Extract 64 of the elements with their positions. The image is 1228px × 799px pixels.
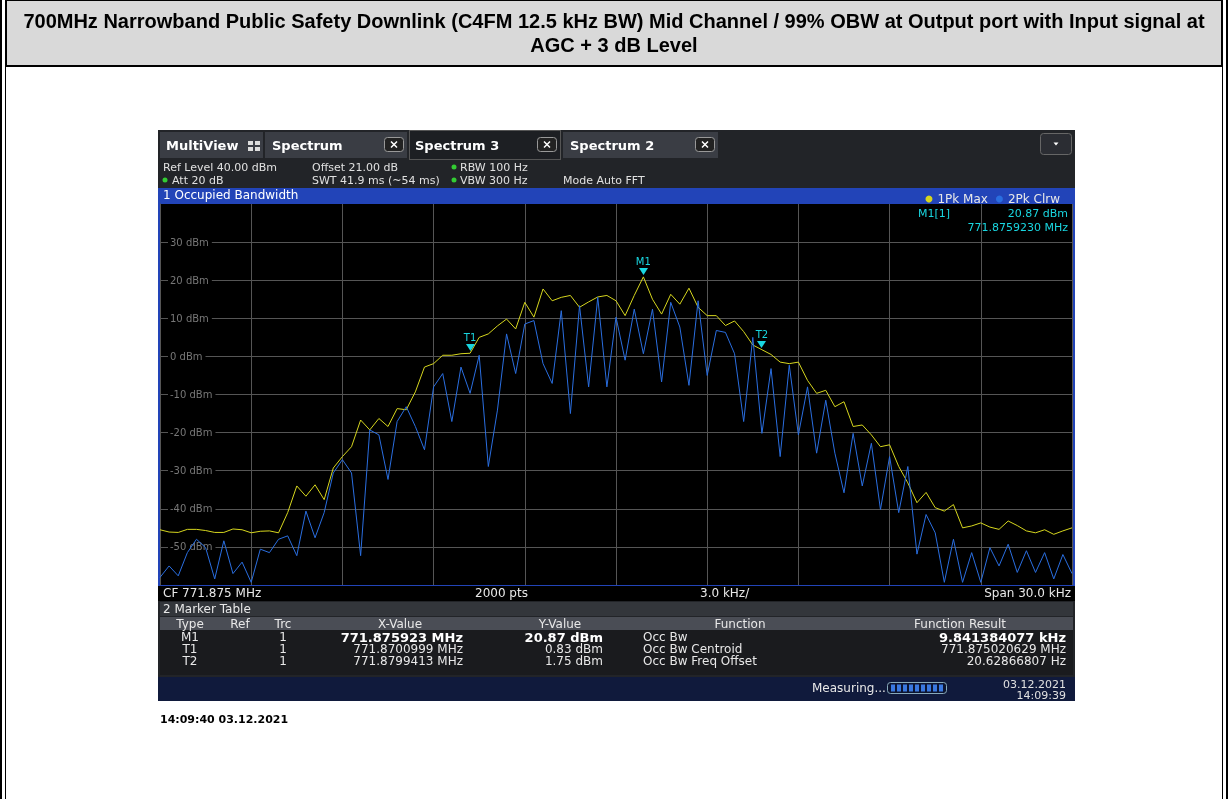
line-series	[159, 296, 1073, 583]
text: Ref Level 40.00 dBm	[163, 161, 278, 174]
text: VBW 300 Hz	[460, 174, 528, 187]
text: Ref	[230, 617, 250, 631]
text: Occ Bw	[643, 630, 688, 644]
y-tick-label: 0 dBm	[170, 350, 203, 362]
text: Function Result	[914, 617, 1006, 631]
y-tick-label: -30 dBm	[170, 465, 213, 477]
text: 1	[279, 642, 287, 656]
text: 1.75 dBm	[544, 654, 603, 668]
text: 14:09:39	[1016, 689, 1066, 702]
text: 20.87 dBm	[524, 630, 603, 645]
chart-subtitle: 1 Occupied Bandwidth	[163, 188, 299, 202]
annotation: M1[1]	[918, 207, 951, 220]
text: X-Value	[377, 617, 423, 631]
text: Measuring...	[812, 681, 886, 695]
text: Offset 21.00 dB	[312, 161, 399, 174]
chart-title: 700MHz Narrowband Public Safety Downlink (C4FM 12.5 kHz BW) Mid Channel / 99% OBW at Output port with Input signal at AGC + 3 dB Level	[6, 0, 1222, 67]
y-tick-label: 20 dBm	[170, 274, 209, 286]
text: 3.0 kHz/	[700, 586, 750, 600]
text: T1	[182, 642, 198, 656]
text: SWT 41.9 ms (~54 ms)	[312, 174, 440, 187]
text: 2 Marker Table	[163, 602, 251, 616]
text: Spectrum	[272, 138, 343, 153]
text: Occ Bw Centroid	[643, 642, 743, 656]
text: Y-Value	[538, 617, 582, 631]
text: MultiView	[166, 138, 239, 153]
text: 14:09:40 03.12.2021	[160, 713, 289, 726]
text: 0.83 dBm	[544, 642, 603, 656]
text: 1	[279, 630, 287, 644]
text: T2	[182, 654, 198, 668]
text: Spectrum 2	[570, 138, 655, 153]
y-tick-label: -40 dBm	[170, 503, 213, 515]
text: Spectrum 3	[415, 138, 500, 153]
text: RBW 100 Hz	[460, 161, 528, 174]
text: 9.841384077 kHz	[938, 630, 1066, 645]
text: Type	[176, 617, 204, 631]
text: 771.875923 MHz	[340, 630, 463, 645]
annotation: 20.87 dBm	[1007, 207, 1068, 220]
text: 771.875020629 MHz	[941, 642, 1066, 656]
text: M1	[181, 630, 199, 644]
annotation: T2	[755, 327, 769, 341]
text: Att 20 dB	[172, 174, 224, 187]
text: 771.8700999 MHz	[353, 642, 463, 656]
annotation: T1	[463, 331, 477, 345]
text: 771.8799413 MHz	[353, 654, 463, 668]
legend-label: 1Pk Max	[937, 192, 988, 206]
y-tick-label: 30 dBm	[170, 236, 209, 248]
text: 03.12.2021	[1003, 678, 1066, 691]
text: 20.62866807 Hz	[966, 654, 1066, 668]
text: 2000 pts	[475, 586, 528, 600]
text: Mode Auto FFT	[563, 174, 645, 187]
y-tick-label: -10 dBm	[170, 389, 213, 400]
y-tick-label: -20 dBm	[170, 427, 213, 439]
text: CF 771.875 MHz	[163, 586, 262, 600]
y-tick-label: 10 dBm	[170, 312, 209, 324]
text: Occ Bw Freq Offset	[643, 654, 757, 668]
text: 1	[279, 654, 287, 668]
text: Trc	[274, 617, 292, 631]
annotation: 771.8759230 MHz	[967, 221, 1068, 234]
text: Function	[714, 617, 766, 631]
legend-label: 2Pk Clrw	[1007, 192, 1061, 206]
annotation: M1	[635, 254, 651, 268]
text: Span 30.0 kHz	[984, 586, 1071, 600]
